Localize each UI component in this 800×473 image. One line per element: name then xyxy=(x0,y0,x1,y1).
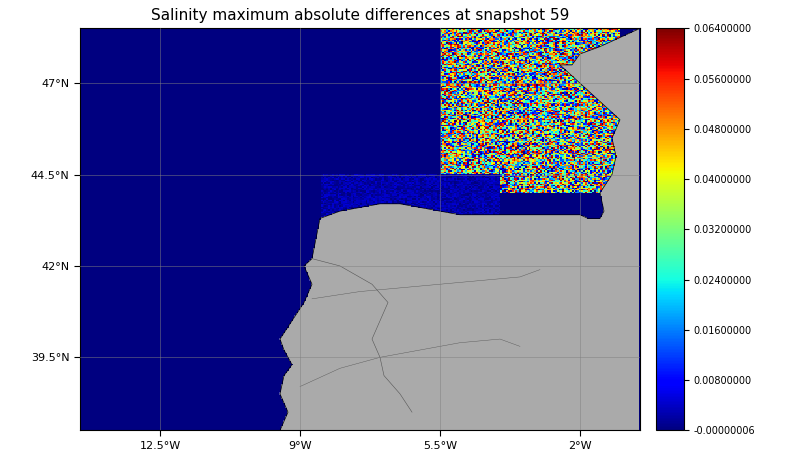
Title: Salinity maximum absolute differences at snapshot 59: Salinity maximum absolute differences at… xyxy=(151,8,569,23)
Polygon shape xyxy=(280,28,640,430)
